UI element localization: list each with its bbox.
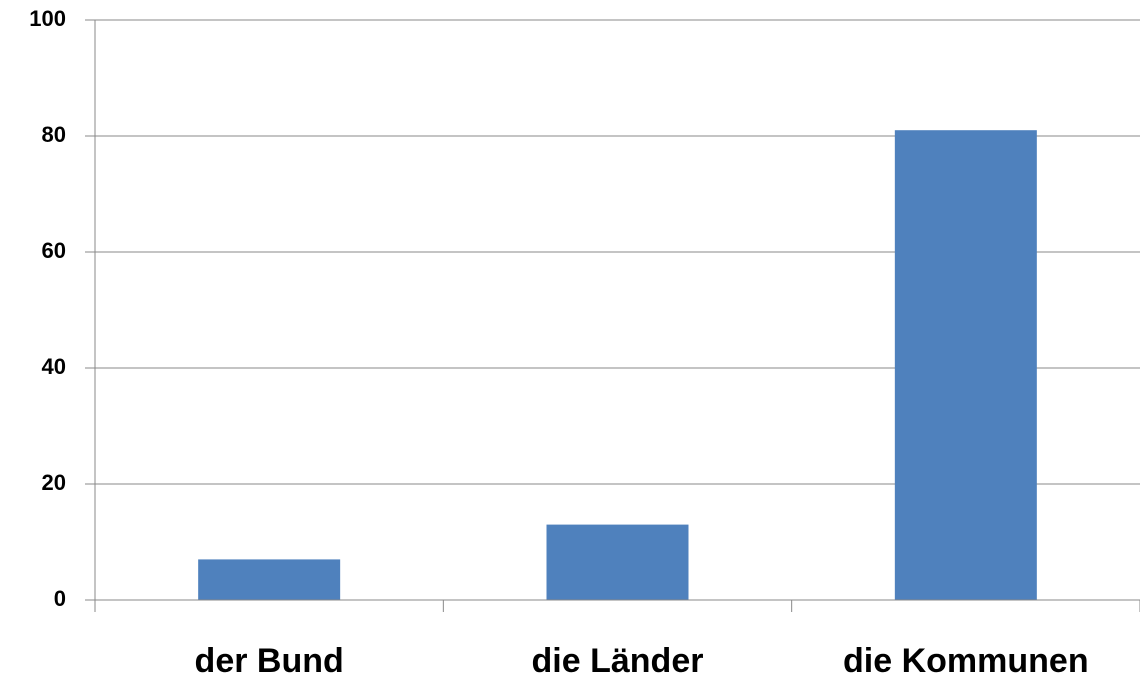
y-tick-label: 40: [42, 354, 66, 379]
bar: [894, 130, 1037, 600]
x-tick-label: der Bund: [195, 642, 344, 679]
y-tick-label: 60: [42, 238, 66, 263]
y-tick-label: 80: [42, 122, 66, 147]
y-tick-label: 100: [29, 6, 66, 31]
x-tick-label: die Kommunen: [843, 642, 1089, 679]
y-tick-label: 0: [54, 586, 66, 611]
x-tick-label: die Länder: [532, 642, 704, 679]
y-tick-label: 20: [42, 470, 66, 495]
bar: [546, 524, 689, 600]
bar: [198, 559, 341, 600]
